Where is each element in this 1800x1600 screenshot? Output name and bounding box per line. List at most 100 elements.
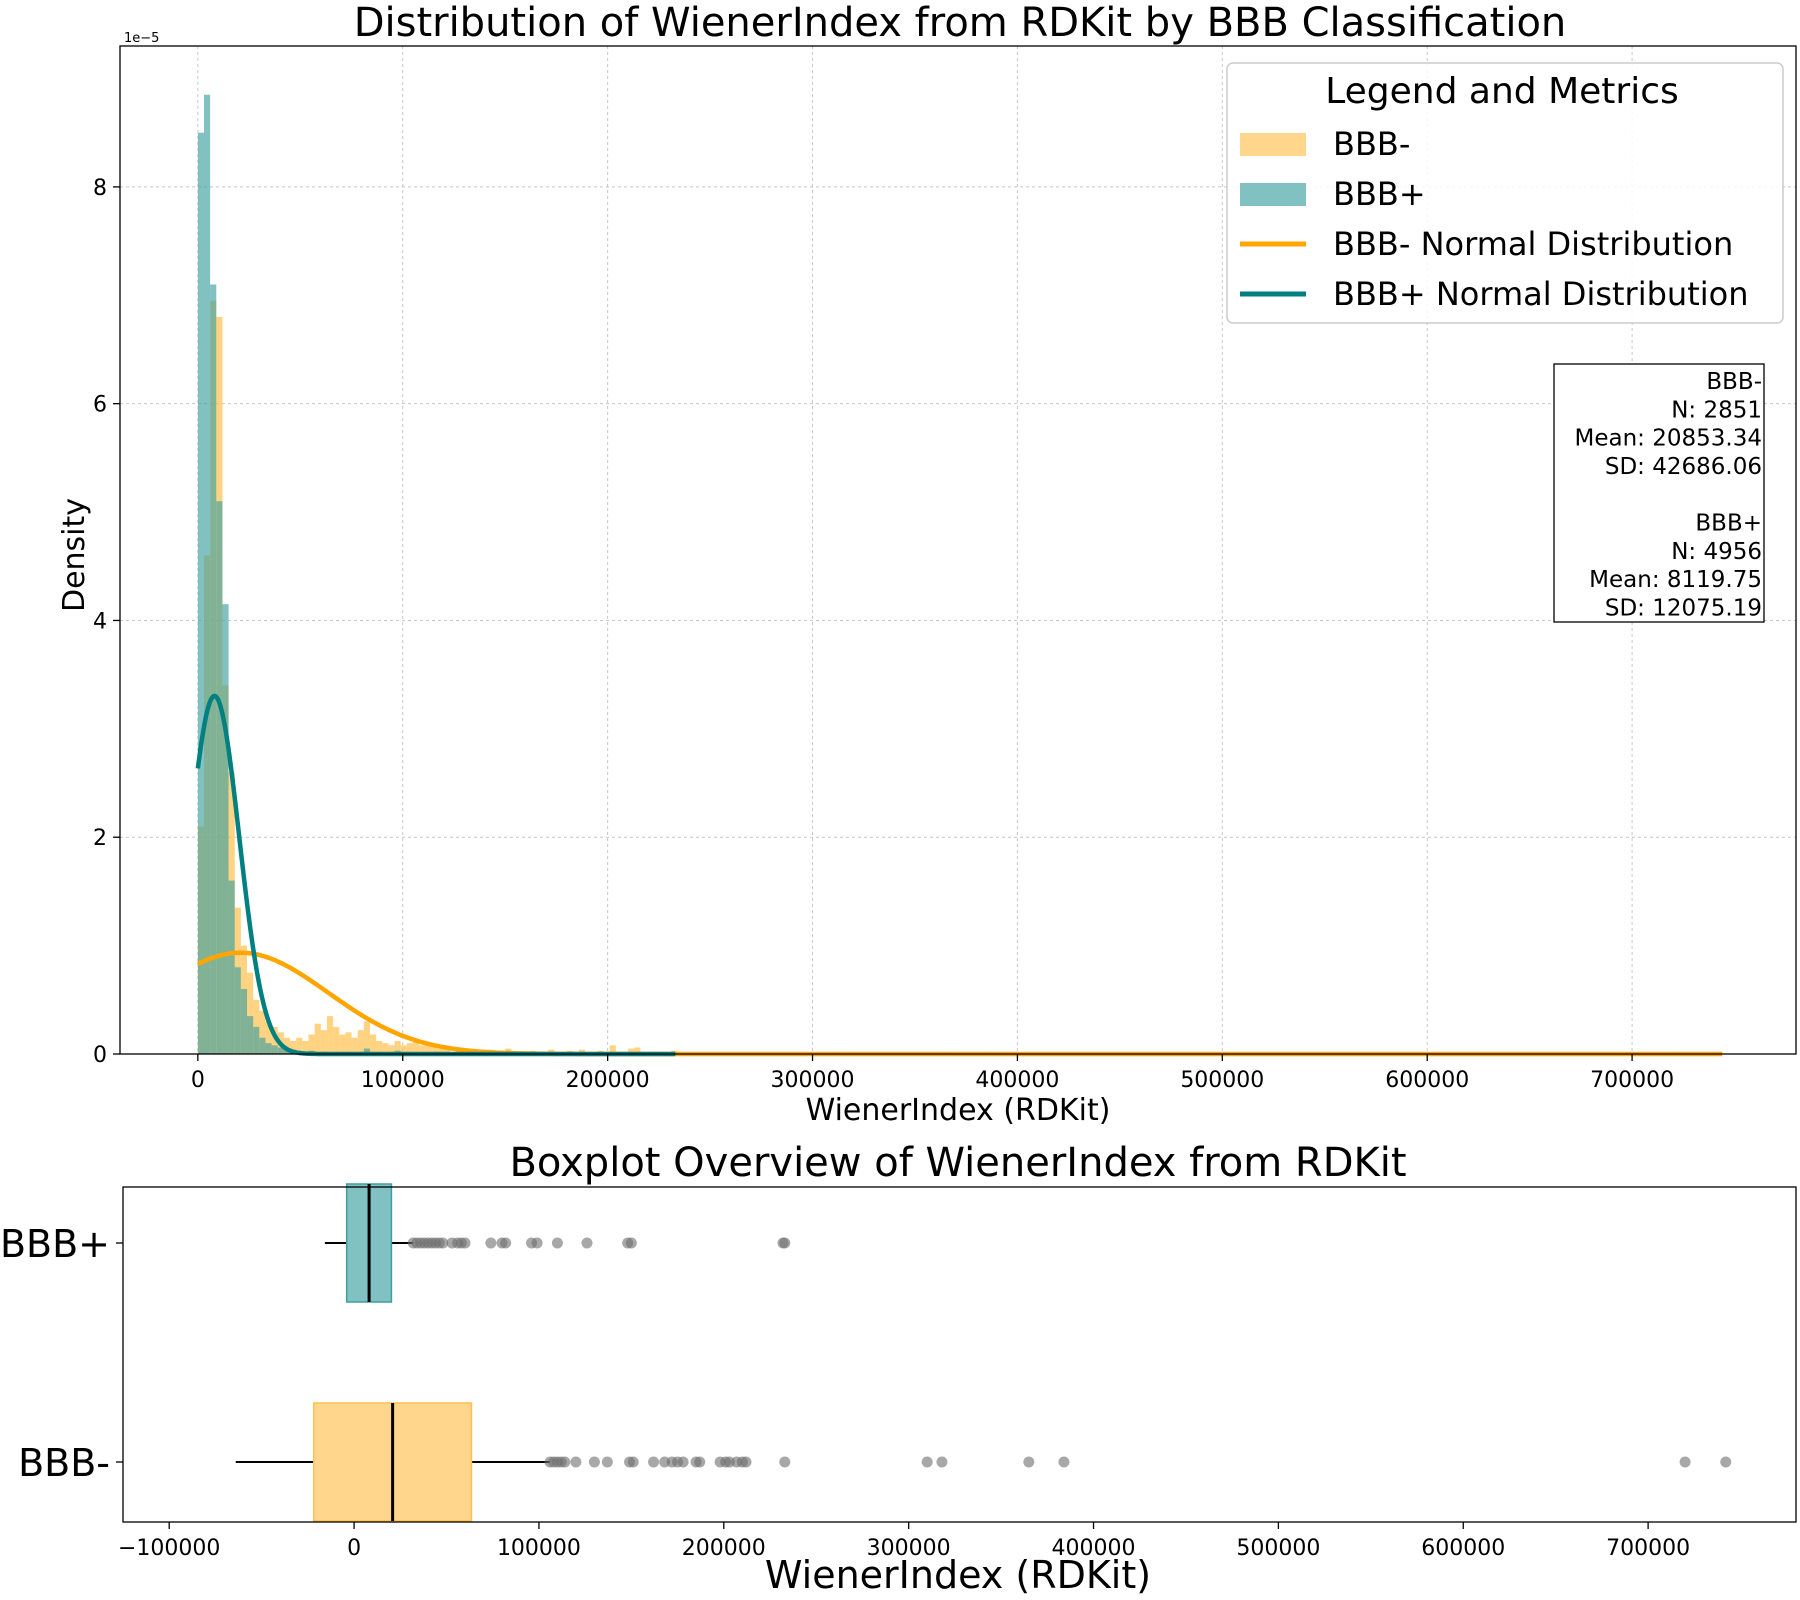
boxplot-elements <box>235 1183 1732 1522</box>
bar-BBB+-8 <box>247 1016 254 1054</box>
bar-BBB--24 <box>345 1032 352 1054</box>
legend: Legend and Metrics BBB- BBB+ BBB- Normal D… <box>1226 62 1784 324</box>
legend-frame <box>1226 62 1784 324</box>
bar-BBB--30 <box>382 1043 389 1054</box>
outlier-bbb-plus-23 <box>779 1237 791 1249</box>
stats-line-5: BBB+ <box>1695 511 1762 537</box>
y-tick-label-4: 8 <box>93 176 107 201</box>
boxplot-title: Boxplot Overview of WienerIndex from RDK… <box>509 1140 1406 1186</box>
boxplot-plot-frame <box>122 1186 1797 1523</box>
outlier-bbb-minus-9 <box>627 1456 639 1468</box>
bar-BBB--28 <box>369 1034 377 1054</box>
bar-BBB--18 <box>308 1034 315 1054</box>
bar-BBB--35 <box>412 1040 420 1054</box>
bar-BBB--31 <box>388 1045 395 1054</box>
outlier-bbb-minus-29 <box>1720 1456 1732 1468</box>
box-x-tick-label-2: 100000 <box>497 1536 581 1561</box>
bar-BBB--27 <box>363 1021 370 1054</box>
bar-BBB--34 <box>406 1043 413 1054</box>
histogram-y-ticks: 0 2 4 6 8 <box>93 176 120 1068</box>
outlier-bbb-minus-23 <box>779 1456 791 1468</box>
outlier-bbb-plus-12 <box>459 1237 471 1249</box>
outlier-bbb-plus-13 <box>485 1237 497 1249</box>
bar-BBB--16 <box>296 1037 303 1054</box>
box-category-label-1: BBB- <box>18 1441 110 1485</box>
y-tick-label-3: 6 <box>93 393 107 418</box>
box-x-tick-label-4: 300000 <box>867 1536 951 1561</box>
bar-BBB+-12 <box>271 1045 278 1054</box>
stats-box-frame <box>1553 363 1765 623</box>
outlier-bbb-plus-17 <box>531 1237 543 1249</box>
x-tick-label-4: 400000 <box>975 1068 1059 1093</box>
bar-BBB--22 <box>333 1026 340 1054</box>
outlier-bbb-plus-15 <box>500 1237 512 1249</box>
bar-BBB--17 <box>302 1040 309 1054</box>
boxplot-category-labels: BBB+ BBB- <box>0 1222 123 1485</box>
bar-BBB--37 <box>425 1043 432 1054</box>
outlier-bbb-plus-21 <box>625 1237 637 1249</box>
histogram-panel: Distribution of WienerIndex from RDKit b… <box>57 0 1797 1128</box>
bar-BBB--29 <box>376 1040 383 1054</box>
bar-BBB+-5 <box>228 880 235 1054</box>
outlier-bbb-minus-4 <box>559 1456 571 1468</box>
x-tick-label-6: 600000 <box>1385 1068 1469 1093</box>
legend-swatch-1 <box>1240 183 1306 206</box>
y-tick-label-2: 4 <box>93 609 107 634</box>
bar-BBB--21 <box>326 1016 334 1054</box>
outlier-bbb-minus-22 <box>740 1456 752 1468</box>
bar-BBB--33 <box>400 1045 407 1054</box>
bar-BBB--52 <box>634 1047 641 1054</box>
boxplot-x-ticks: −100000 0 100000 200000 300000 400000 500000 60… <box>118 1522 1690 1561</box>
x-tick-label-2: 200000 <box>566 1068 650 1093</box>
bar-BBB+-3 <box>216 501 223 1054</box>
histogram-x-axis-label: WienerIndex (RDKit) <box>806 1093 1111 1128</box>
box-x-tick-label-0: −100000 <box>118 1536 220 1561</box>
outlier-bbb-plus-19 <box>581 1237 593 1249</box>
bar-BBB--20 <box>320 1030 327 1054</box>
histogram-x-ticks: 0 100000 200000 300000 400000 500000 600000 700… <box>191 1054 1674 1093</box>
outlier-bbb-minus-5 <box>570 1456 582 1468</box>
outlier-bbb-minus-16 <box>694 1456 706 1468</box>
bar-BBB+-6 <box>234 967 241 1054</box>
bar-BBB--10 <box>259 1010 266 1054</box>
outlier-bbb-minus-6 <box>588 1456 600 1468</box>
boxplot-panel: Boxplot Overview of WienerIndex from RDK… <box>0 1140 1797 1597</box>
stats-line-6: N: 4956 <box>1671 539 1762 565</box>
outlier-bbb-minus-7 <box>601 1456 613 1468</box>
box-x-tick-label-7: 600000 <box>1421 1536 1505 1561</box>
bar-BBB+-13 <box>277 1047 284 1054</box>
bar-BBB--39 <box>437 1048 444 1054</box>
legend-label-3: BBB+ Normal Distribution <box>1333 275 1748 313</box>
legend-label-0: BBB- <box>1333 125 1410 163</box>
outlier-bbb-plus-18 <box>551 1237 563 1249</box>
stats-line-0: BBB- <box>1706 369 1762 395</box>
legend-entries: BBB- BBB+ BBB- Normal Distribution BBB+ Nor… <box>1240 125 1748 313</box>
bar-BBB+-2 <box>210 284 217 1054</box>
bar-BBB--23 <box>339 1034 346 1054</box>
bar-BBB--11 <box>265 1021 272 1054</box>
box-x-tick-label-5: 400000 <box>1052 1536 1136 1561</box>
y-scale-label: 1e−5 <box>124 31 159 46</box>
box-x-tick-label-1: 0 <box>347 1536 361 1561</box>
bar-BBB+-10 <box>259 1037 266 1054</box>
outlier-bbb-minus-24 <box>921 1456 933 1468</box>
y-tick-label-1: 2 <box>93 826 107 851</box>
stats-line-1: N: 2851 <box>1671 397 1762 423</box>
outlier-bbb-minus-27 <box>1058 1456 1070 1468</box>
legend-label-2: BBB- Normal Distribution <box>1333 225 1733 263</box>
bar-BBB--14 <box>283 1037 291 1054</box>
legend-swatch-0 <box>1240 133 1306 156</box>
bar-BBB+-9 <box>253 1026 260 1054</box>
bar-BBB+-7 <box>240 988 248 1054</box>
histogram-y-axis-label: Density <box>57 498 92 612</box>
bar-BBB--32 <box>394 1040 401 1054</box>
histogram-plot-frame <box>119 45 1797 1055</box>
histogram-title: Distribution of WienerIndex from RDKit b… <box>354 0 1567 46</box>
x-tick-label-1: 100000 <box>361 1068 445 1093</box>
bar-BBB+-4 <box>222 604 229 1054</box>
bar-BBB--38 <box>431 1047 438 1054</box>
x-tick-label-5: 500000 <box>1180 1068 1264 1093</box>
